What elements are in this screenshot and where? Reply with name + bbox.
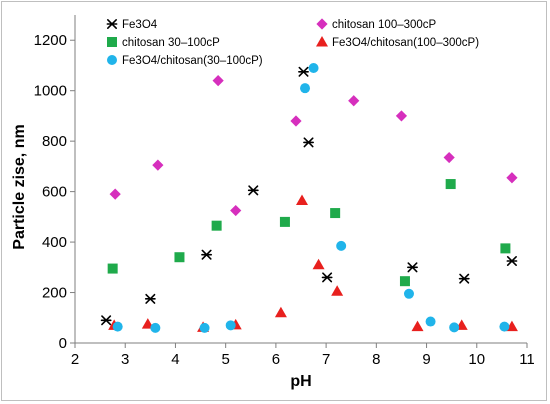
y-tick-label: 0 [59, 335, 67, 352]
legend-marker [106, 18, 118, 30]
data-point [336, 240, 347, 251]
x-tick-label: 7 [322, 351, 330, 368]
data-point [112, 321, 123, 332]
data-point [152, 159, 164, 171]
data-points [100, 62, 518, 333]
data-point [321, 272, 333, 283]
y-tick-label: 1200 [34, 32, 67, 49]
data-point [150, 322, 161, 333]
legend-item: chitosan 30–100cP [107, 37, 220, 49]
series-2 [109, 75, 518, 217]
data-point [308, 62, 319, 73]
data-point [225, 320, 236, 331]
axes [74, 15, 527, 344]
data-point [107, 263, 118, 274]
data-point [499, 321, 510, 332]
legend-item: Fe3O4 [106, 18, 158, 31]
legend-marker [316, 36, 328, 47]
series-5 [112, 62, 510, 333]
legend-marker [107, 55, 117, 65]
data-point [212, 75, 224, 87]
data-point [449, 322, 460, 333]
legend-label: Fe3O4 [122, 19, 158, 31]
data-point [407, 262, 418, 273]
series-3 [107, 179, 511, 287]
data-point [399, 276, 410, 287]
data-point [174, 252, 185, 263]
x-tick-label: 5 [221, 351, 229, 368]
y-tick-label: 600 [42, 184, 67, 201]
legend-label: Fe3O4/chitosan(30–100cP) [122, 55, 263, 67]
series-4 [108, 194, 518, 332]
legend-label: Fe3O4/chitosan(100–300cP) [332, 37, 479, 49]
y-tick-label: 200 [42, 285, 67, 302]
x-tick-label: 6 [272, 351, 280, 368]
data-point [411, 320, 424, 332]
data-point [506, 172, 518, 184]
x-tick-label: 2 [71, 351, 79, 368]
data-point [199, 322, 210, 333]
legend-label: chitosan 100–300cP [332, 19, 437, 31]
legend-item: Fe3O4/chitosan(30–100cP) [107, 55, 263, 67]
data-point [296, 194, 309, 205]
y-axis-title: Particle zise, nm [11, 124, 28, 249]
data-point [303, 137, 314, 148]
legend-label: chitosan 30–100cP [122, 37, 220, 49]
data-point [290, 115, 302, 127]
data-point [298, 66, 309, 77]
y-tick-label: 400 [42, 234, 67, 251]
legend-marker [107, 37, 117, 47]
data-point [443, 151, 455, 164]
data-point [330, 208, 341, 219]
x-axis-title: pH [290, 373, 311, 390]
data-point [211, 220, 222, 231]
x-tick-label: 8 [372, 351, 380, 368]
data-point [300, 83, 311, 94]
data-point [506, 255, 518, 267]
data-point [247, 185, 259, 196]
data-point [144, 293, 156, 304]
legend-item: chitosan 100–300cP [316, 18, 437, 31]
x-tick-label: 3 [121, 351, 129, 368]
tick-labels: 2 3 4 5 6 7 8 9 10 11 0 200 400 600 800 1000 1200 [34, 32, 535, 368]
data-point [331, 285, 344, 296]
data-point [445, 179, 456, 190]
data-point [425, 316, 436, 327]
data-point [201, 249, 213, 260]
data-point [109, 188, 121, 200]
data-point [500, 243, 511, 254]
data-point [312, 258, 325, 270]
y-tick-label: 1000 [34, 83, 67, 100]
x-tick-label: 10 [468, 351, 485, 368]
series-1 [100, 66, 518, 326]
legend-item: Fe3O4/chitosan(100–300cP) [316, 36, 479, 49]
x-tick-label: 9 [422, 351, 430, 368]
x-tick-label: 11 [519, 351, 535, 368]
legend-marker [316, 18, 328, 30]
data-point [395, 110, 408, 122]
data-point [403, 288, 414, 299]
x-tick-label: 4 [171, 351, 179, 368]
data-point [458, 273, 470, 284]
data-point [279, 216, 290, 227]
data-point [230, 204, 242, 217]
y-tick-label: 800 [42, 133, 67, 150]
legend: Fe3O4 chitosan 100–300cP chitosan 30–100cP… [106, 18, 479, 67]
data-point [100, 315, 112, 326]
data-point [348, 95, 360, 107]
data-point [274, 306, 287, 318]
